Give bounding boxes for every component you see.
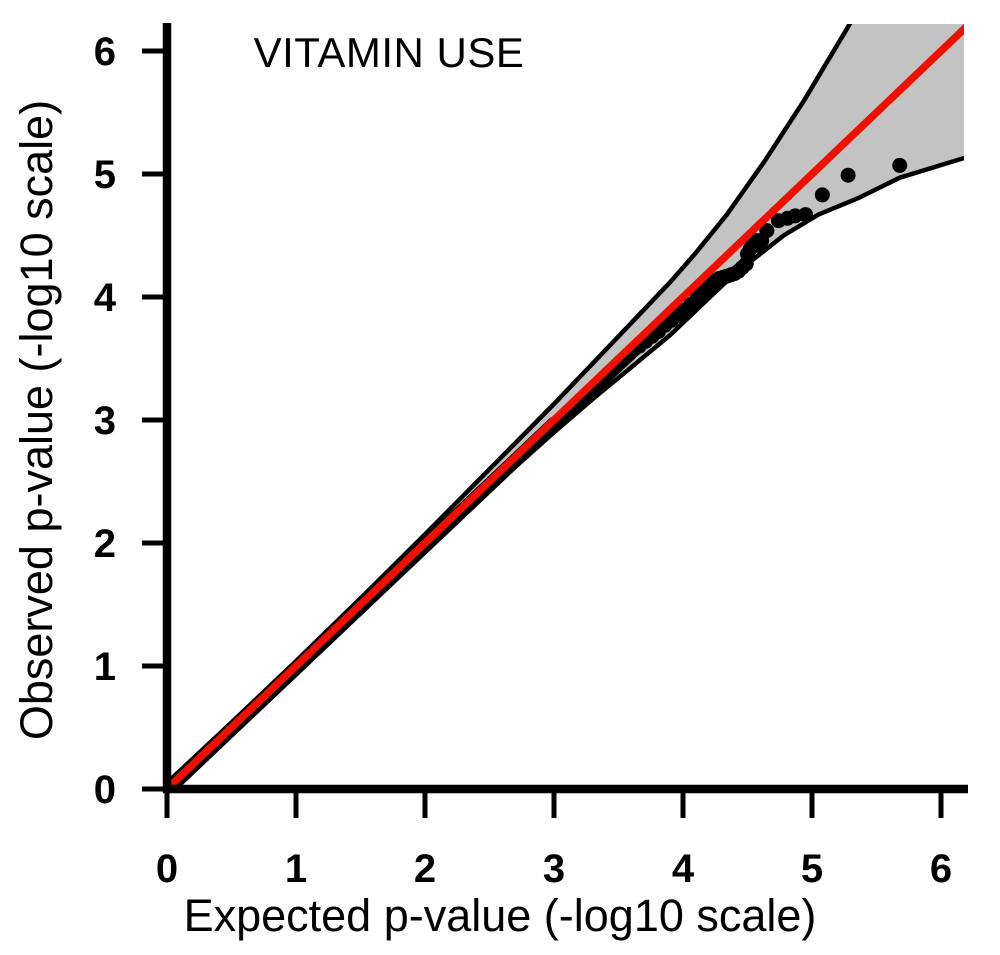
- y-tick-label: 6: [94, 30, 116, 74]
- plot-title: VITAMIN USE: [253, 29, 525, 76]
- data-point: [814, 187, 830, 203]
- x-tick-label: 0: [156, 847, 178, 891]
- y-tick-label: 1: [94, 645, 116, 689]
- identity-line: [167, 24, 964, 789]
- x-axis-label: Expected p-value (-log10 scale): [183, 890, 817, 941]
- y-tick-label: 3: [94, 399, 116, 443]
- x-tick-label: 4: [672, 847, 695, 891]
- x-tick-label: 5: [801, 847, 823, 891]
- x-tick-label: 3: [543, 847, 565, 891]
- y-tick-label: 2: [94, 522, 116, 566]
- x-tick-label: 2: [414, 847, 436, 891]
- x-tick-label: 6: [930, 847, 952, 891]
- y-tick-label: 5: [94, 153, 116, 197]
- data-point: [840, 167, 856, 183]
- y-tick-label: 0: [94, 768, 116, 812]
- confidence-band-lower-edge: [167, 155, 964, 789]
- y-tick-label: 4: [94, 276, 117, 320]
- confidence-band-upper-edge: [167, 24, 853, 785]
- data-point: [759, 223, 775, 239]
- data-point: [892, 157, 908, 173]
- x-tick-label: 1: [285, 847, 307, 891]
- y-axis-label: Observed p-value (-log10 scale): [11, 99, 62, 741]
- plot-area: [167, 24, 964, 789]
- data-point: [798, 207, 814, 223]
